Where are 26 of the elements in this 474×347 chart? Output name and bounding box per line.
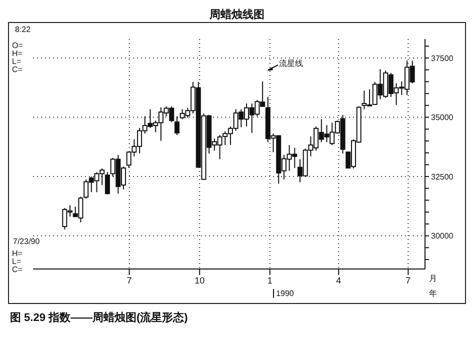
x-tick-label: 10 bbox=[194, 275, 205, 286]
text: H= bbox=[12, 249, 22, 258]
y-tick-label: 30000 bbox=[431, 232, 454, 241]
chart-title: 周蜡烛线图 bbox=[208, 8, 266, 22]
caption: 图 5.29 指数——周蜡烛图(流星形态) bbox=[9, 310, 189, 325]
y-tick-label: 37500 bbox=[431, 54, 454, 63]
text: O= bbox=[12, 41, 23, 50]
x-tick-label: 7 bbox=[126, 275, 132, 286]
text: 1990 bbox=[273, 289, 294, 298]
candlestick bbox=[104, 172, 110, 195]
annotation: 7/23/90 bbox=[13, 237, 40, 246]
text: 月 bbox=[429, 274, 437, 283]
text: 8:22 bbox=[15, 25, 31, 34]
annotation: 流星线 bbox=[279, 59, 304, 68]
candlestick bbox=[174, 116, 180, 136]
text: H= bbox=[12, 49, 22, 58]
x-tick-label: 1 bbox=[267, 275, 272, 286]
text: C= bbox=[12, 265, 22, 274]
y-tick-label: 35000 bbox=[431, 113, 454, 122]
x-tick-label: 7 bbox=[406, 275, 411, 286]
x-tick-label: 4 bbox=[336, 275, 342, 286]
text: L= bbox=[12, 57, 22, 66]
text: L= bbox=[12, 257, 22, 266]
text: 年 bbox=[429, 289, 437, 298]
y-tick-label: 32500 bbox=[431, 172, 454, 182]
text: C= bbox=[12, 65, 22, 74]
